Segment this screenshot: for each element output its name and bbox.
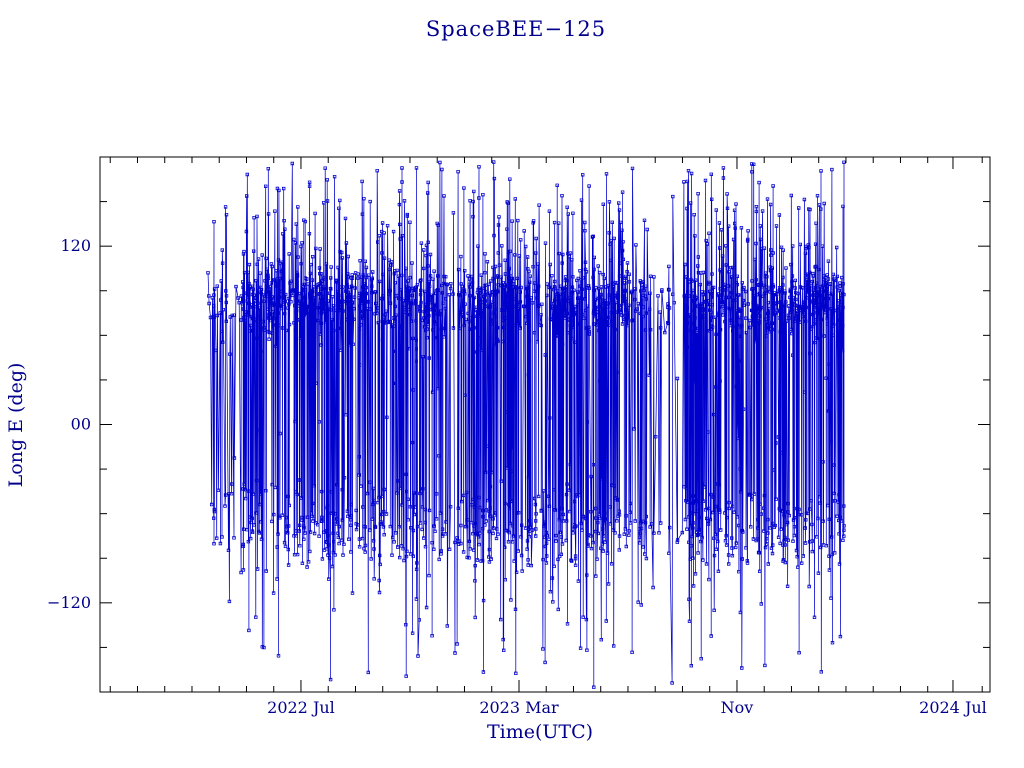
tick-label: 120: [60, 236, 91, 255]
plot-frame: [99, 156, 991, 693]
axis-tick-labels: 2022 Jul 2023 Mar Nov 2024 Jul 120 00 −120: [47, 236, 987, 717]
tick-label: 00: [71, 415, 91, 434]
tick-label: 2023 Mar: [479, 698, 559, 717]
x-axis-label: Time(UTC): [487, 721, 593, 743]
tick-label: Nov: [721, 698, 754, 717]
data-line: [207, 162, 845, 688]
chart-title: SpaceBEE−125: [426, 17, 606, 41]
y-axis-label: Long E (deg): [5, 363, 27, 488]
axis-ticks: [100, 157, 990, 692]
tick-label: 2024 Jul: [919, 698, 987, 717]
data-series: [206, 160, 846, 689]
tick-label: −120: [47, 593, 91, 612]
data-markers: [206, 160, 846, 689]
tick-label: 2022 Jul: [267, 698, 335, 717]
